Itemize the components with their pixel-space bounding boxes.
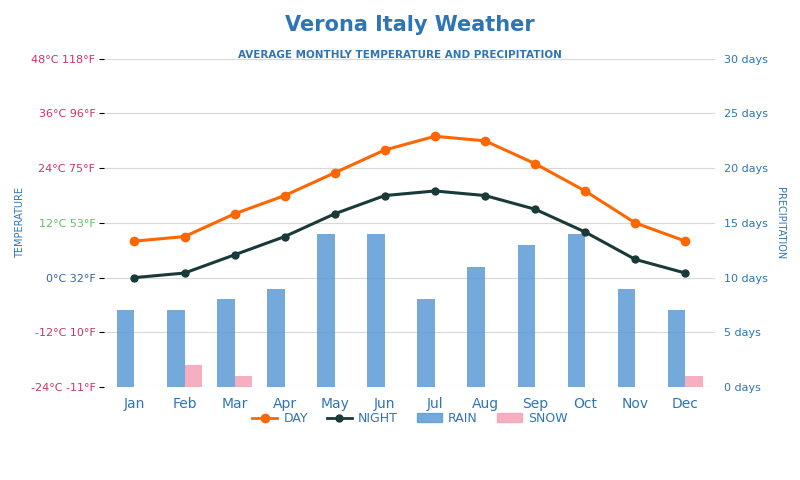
Bar <box>568 234 585 387</box>
Bar <box>418 300 435 387</box>
Bar <box>217 300 234 387</box>
Bar <box>367 234 385 387</box>
Bar <box>518 245 535 387</box>
Bar <box>117 311 134 387</box>
Bar <box>267 288 285 387</box>
Y-axis label: TEMPERATURE: TEMPERATURE <box>15 187 25 258</box>
Text: AVERAGE MONTHLY TEMPERATURE AND PRECIPITATION: AVERAGE MONTHLY TEMPERATURE AND PRECIPIT… <box>238 50 562 60</box>
Bar <box>618 288 635 387</box>
Y-axis label: PRECIPITATION: PRECIPITATION <box>775 187 785 259</box>
Bar <box>668 311 686 387</box>
Title: Verona Italy Weather: Verona Italy Weather <box>285 15 534 35</box>
Bar <box>318 234 334 387</box>
Bar <box>185 365 202 387</box>
Bar <box>686 376 702 387</box>
Legend: DAY, NIGHT, RAIN, SNOW: DAY, NIGHT, RAIN, SNOW <box>247 407 572 430</box>
Bar <box>234 376 252 387</box>
Bar <box>167 311 185 387</box>
Bar <box>467 267 485 387</box>
